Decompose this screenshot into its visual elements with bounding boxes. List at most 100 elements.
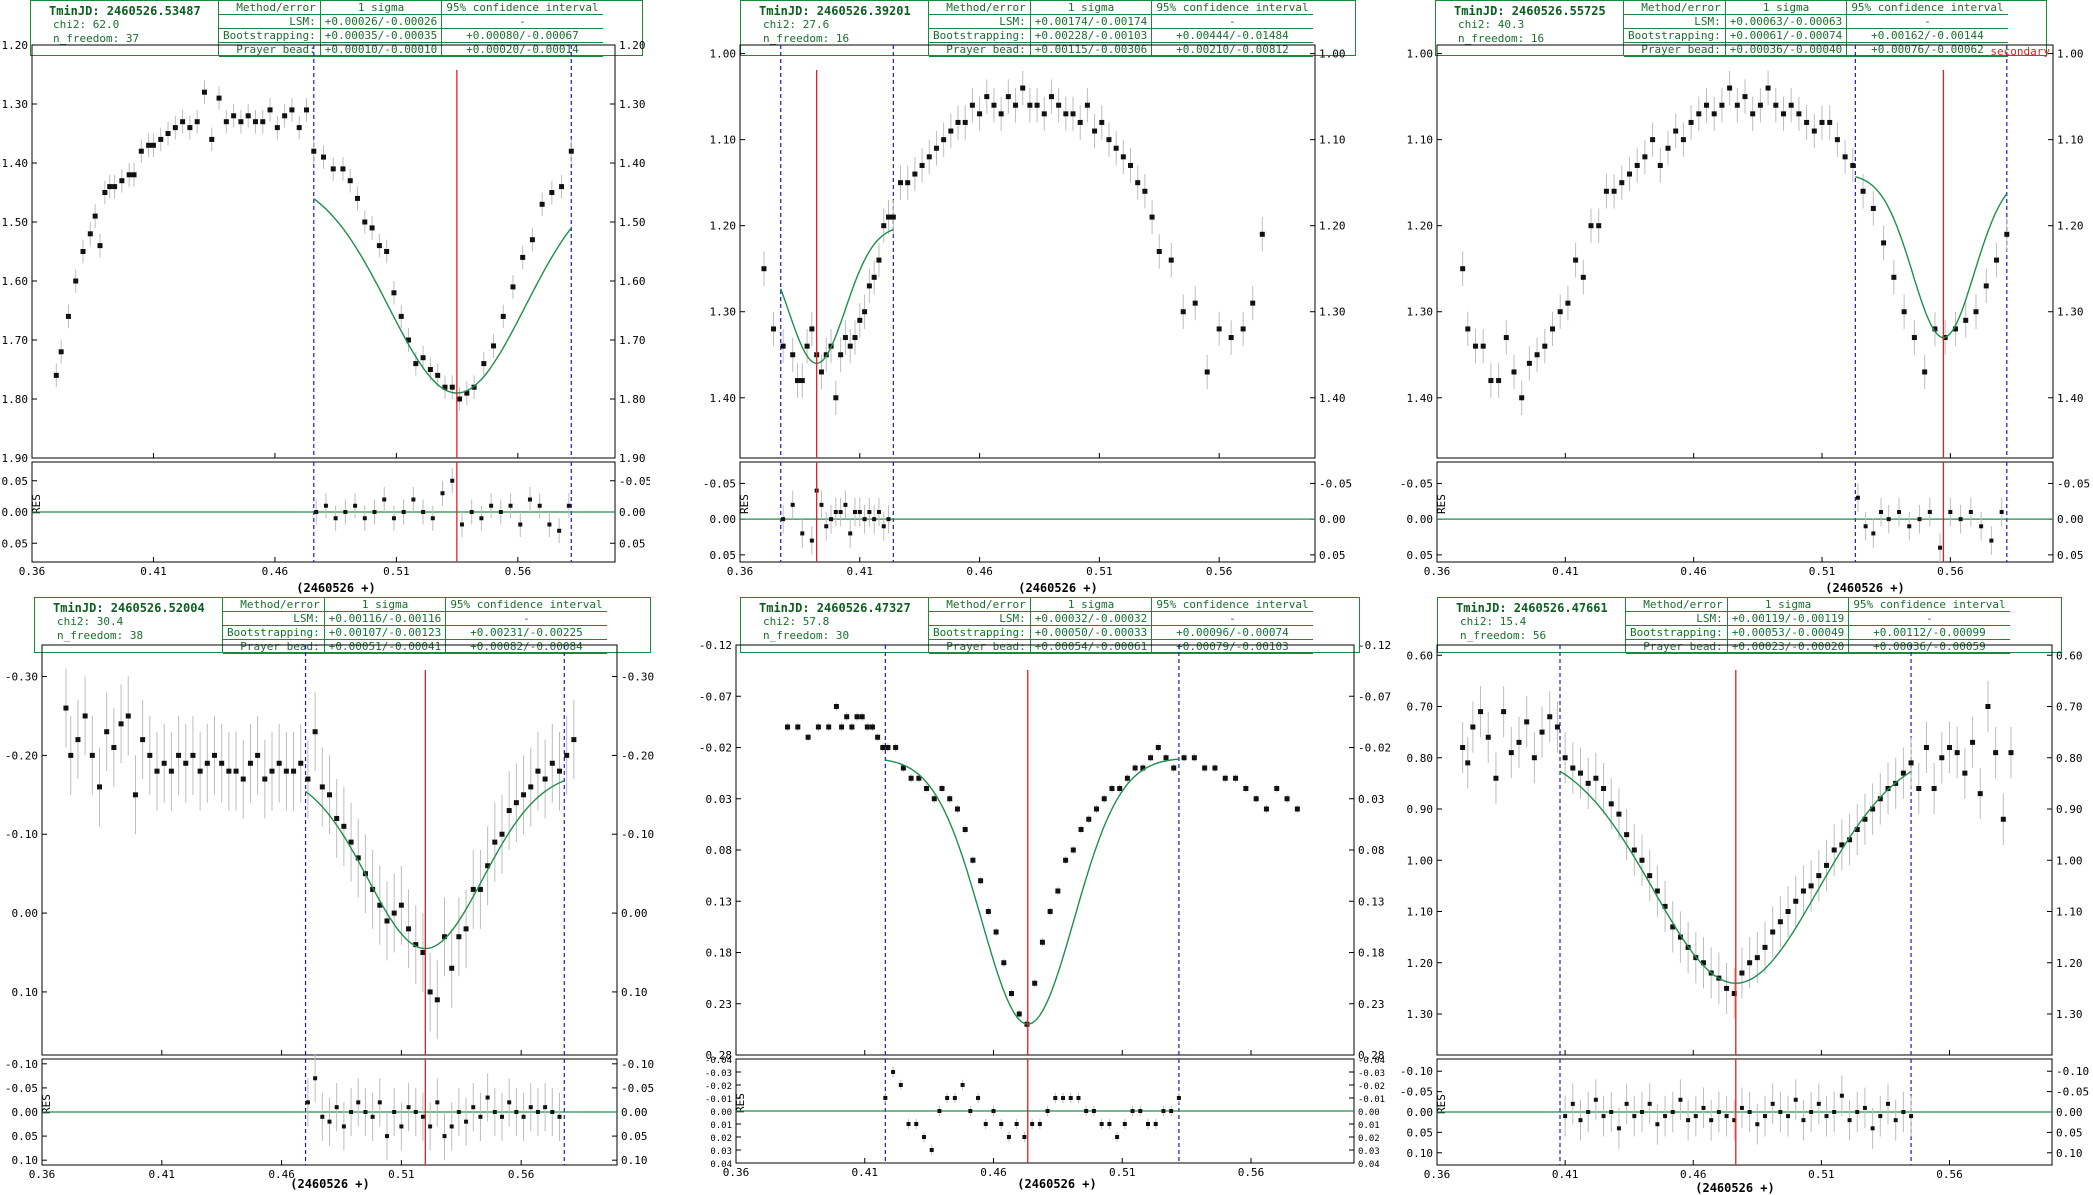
- res-tick-label-right: 0.05: [2057, 549, 2084, 562]
- data-point: [1142, 188, 1148, 194]
- residual-point: [1640, 1110, 1644, 1114]
- data-point: [1834, 137, 1840, 143]
- data-point: [571, 737, 577, 743]
- eclipse-panel-6: TminJD: 2460526.47661 chi2: 15.4 n_freed…: [1395, 597, 2093, 1195]
- y-tick-label-right: 1.80: [619, 393, 646, 406]
- data-point: [954, 806, 960, 812]
- row-prayer-label: Prayer bead:: [223, 639, 325, 654]
- residual-point: [891, 1070, 896, 1074]
- data-point: [1765, 85, 1771, 91]
- y-tick-label: 1.00: [710, 48, 737, 61]
- residual-point: [1586, 1110, 1591, 1114]
- th-conf: 95% confidence interval: [1848, 598, 2010, 612]
- residual-point: [305, 1100, 310, 1105]
- data-point: [413, 361, 419, 367]
- data-point: [1850, 162, 1856, 168]
- x-tick-label: 0.36: [1424, 1168, 1451, 1181]
- data-point: [962, 827, 968, 832]
- data-point: [962, 119, 968, 125]
- nfreedom-label: n_freedom: 38: [57, 629, 144, 642]
- residual-point: [333, 516, 338, 521]
- y-tick-label: 0.10: [12, 986, 39, 999]
- residual-point: [514, 1110, 519, 1114]
- y-tick-label: -0.10: [5, 828, 38, 841]
- data-point: [1140, 765, 1146, 771]
- data-point: [1539, 729, 1545, 735]
- data-point: [1573, 257, 1579, 263]
- y-tick-label-right: 1.10: [1319, 134, 1346, 147]
- residual-point: [1076, 1096, 1081, 1100]
- data-point: [1870, 205, 1876, 211]
- data-point: [406, 926, 412, 932]
- row-lsm-label: LSM:: [1626, 611, 1728, 626]
- residual-point: [843, 502, 848, 507]
- residual-point: [323, 503, 328, 508]
- data-point: [477, 886, 483, 892]
- res-tick-label-right: 0.00: [619, 506, 646, 519]
- data-point: [1113, 145, 1119, 151]
- res-tick-label-right: 0.04: [1358, 1160, 1380, 1170]
- th-conf: 95% confidence interval: [441, 1, 603, 15]
- data-point: [844, 714, 850, 720]
- boot-sigma: +0.00228/-0.00103: [1030, 28, 1153, 43]
- data-point: [456, 934, 462, 940]
- data-point: [799, 378, 805, 384]
- data-point: [180, 119, 186, 125]
- th-method: Method/error: [929, 1, 1031, 15]
- residual-point: [469, 510, 474, 514]
- y-tick-label-right: 1.20: [2056, 957, 2083, 970]
- residual-point: [313, 1076, 318, 1081]
- th-sigma: 1 sigma: [1030, 598, 1153, 612]
- data-point: [1580, 274, 1586, 280]
- y-tick-label-right: 1.00: [2056, 854, 2083, 867]
- data-point: [427, 367, 433, 372]
- data-point: [111, 745, 117, 750]
- y-tick-label-right: 0.08: [1358, 844, 1385, 857]
- data-point: [1465, 326, 1471, 332]
- tmin-label: TminJD: 2460526.52004: [53, 601, 205, 615]
- th-method: Method/error: [1624, 1, 1726, 15]
- y-tick-label-right: 0.10: [621, 986, 648, 999]
- residual-point: [428, 1124, 433, 1129]
- residual-point: [945, 1096, 950, 1100]
- data-point: [1881, 240, 1887, 246]
- data-point: [1135, 180, 1141, 186]
- data-point: [1168, 257, 1174, 263]
- data-point: [1657, 162, 1663, 168]
- res-tick-label-right: 0.02: [1358, 1134, 1380, 1144]
- y-tick-label-right: 1.00: [2057, 48, 2084, 61]
- data-point: [391, 290, 397, 296]
- th-method: Method/error: [223, 598, 325, 612]
- data-point: [449, 384, 455, 390]
- data-point: [557, 768, 562, 774]
- data-point: [1785, 909, 1791, 914]
- data-point: [481, 361, 487, 367]
- y-tick-label-right: 1.20: [619, 39, 646, 52]
- data-point: [1800, 888, 1806, 894]
- data-point: [780, 343, 786, 349]
- data-point: [233, 768, 239, 774]
- error-table: Method/error 1 sigma 95% confidence interv…: [929, 598, 1313, 654]
- th-sigma: 1 sigma: [320, 1, 443, 15]
- data-point: [340, 166, 346, 172]
- tmin-label: TminJD: 2460526.47327: [759, 601, 911, 615]
- data-point: [1724, 985, 1730, 991]
- residual-point: [456, 1110, 461, 1114]
- data-point: [1216, 326, 1222, 332]
- residual-point: [1146, 1122, 1150, 1126]
- residual-point: [489, 503, 494, 508]
- data-point: [334, 815, 340, 821]
- prayer-sigma: +0.00054/-0.00061: [1030, 639, 1153, 654]
- data-point: [1877, 796, 1883, 802]
- x-tick-label: 0.51: [1086, 565, 1113, 578]
- residual-point: [421, 510, 426, 514]
- data-point: [933, 145, 939, 151]
- residual-point: [1886, 1101, 1890, 1106]
- nfreedom-label: n_freedom: 16: [1458, 32, 1545, 45]
- data-point: [1263, 806, 1269, 812]
- residual-point: [1909, 1114, 1914, 1119]
- data-point: [1055, 888, 1061, 894]
- data-point: [890, 214, 896, 220]
- boot-conf: +0.00080/-0.00067: [441, 28, 603, 43]
- y-tick-label: 1.30: [2, 98, 29, 111]
